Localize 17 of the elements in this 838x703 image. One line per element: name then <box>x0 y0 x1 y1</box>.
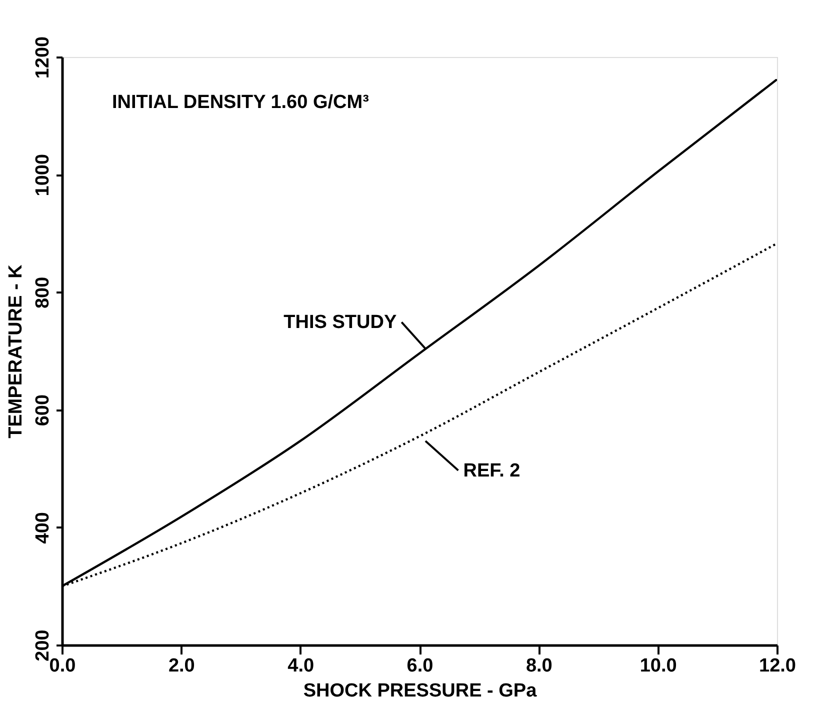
y-tick-label: 400 <box>32 512 54 544</box>
x-tick-label: 10.0 <box>640 656 677 676</box>
annotation: INITIAL DENSITY 1.60 G/CM³ <box>112 92 369 113</box>
x-tick-label: 2.0 <box>168 656 195 676</box>
x-axis-title: SHOCK PRESSURE - GPa <box>303 680 538 702</box>
y-tick-label: 1000 <box>32 154 54 196</box>
y-tick-label: 800 <box>32 276 54 309</box>
legend-label: THIS STUDY <box>284 312 397 334</box>
y-axis-title: TEMPERATURE - K <box>6 264 26 438</box>
y-tick-label: 600 <box>32 394 54 426</box>
x-tick-label: 12.0 <box>759 656 796 676</box>
text: REF. 2 <box>463 460 520 482</box>
x-tick-label: 0.0 <box>49 656 76 676</box>
x-tick-label: 4.0 <box>288 656 314 676</box>
y-tick-label: 1200 <box>32 36 54 79</box>
x-tick-label: 6.0 <box>406 656 434 676</box>
x-tick-label: 8.0 <box>526 656 552 676</box>
